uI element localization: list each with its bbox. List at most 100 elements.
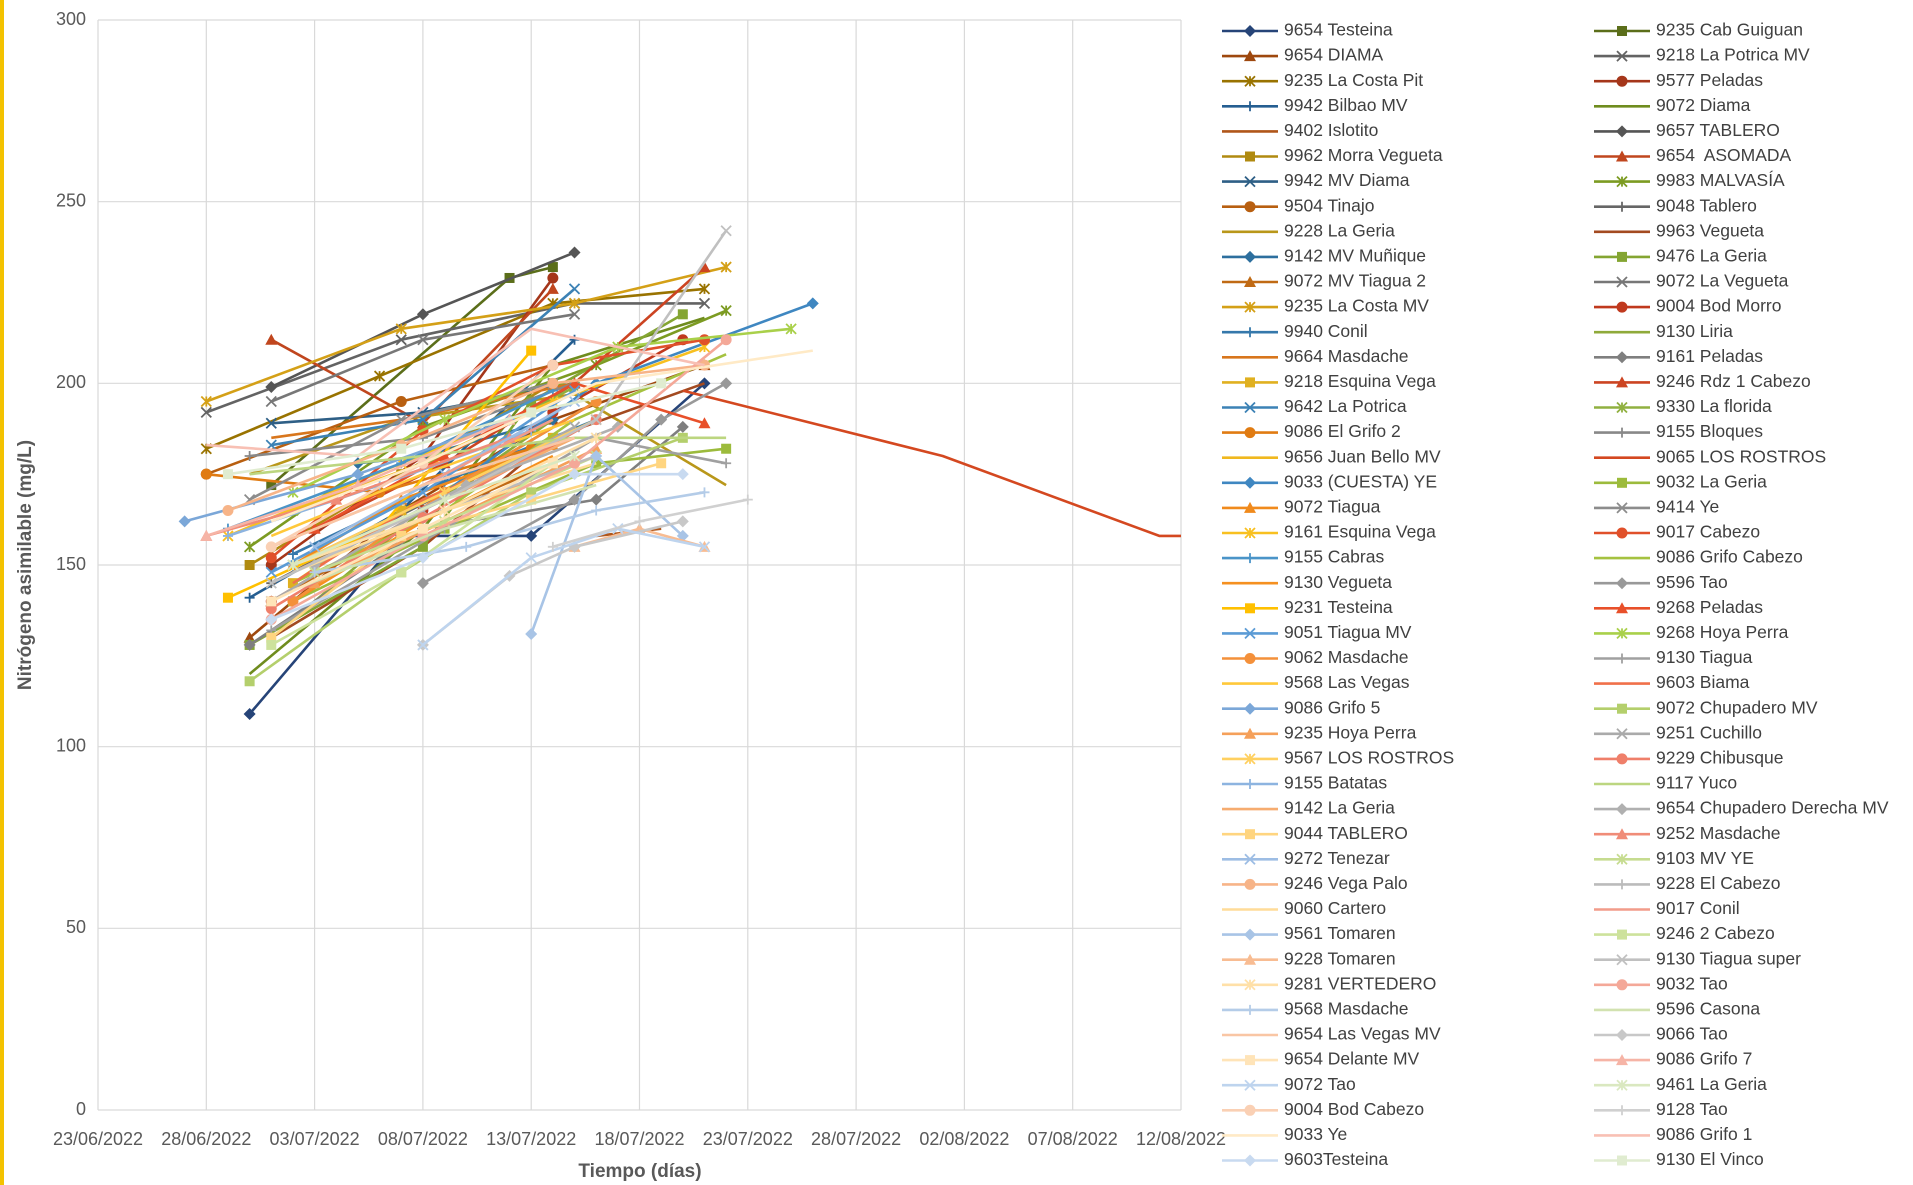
marker	[590, 414, 602, 426]
marker	[244, 676, 255, 687]
marker	[265, 395, 277, 408]
legend-label: 9272 Tenezar	[1284, 848, 1390, 868]
marker	[396, 567, 407, 578]
legend-label: 9231 Testeina	[1284, 597, 1393, 617]
marker	[720, 261, 732, 273]
series-line	[292, 483, 597, 592]
marker	[1616, 376, 1628, 388]
marker	[417, 639, 429, 651]
legend-label: 9654 DIAMA	[1284, 45, 1384, 65]
marker	[1245, 1055, 1255, 1066]
legend-label: 9983 MALVASÍA	[1656, 170, 1785, 190]
marker	[1616, 1029, 1628, 1041]
legend-label: 9017 Cabezo	[1656, 522, 1760, 542]
marker	[1245, 101, 1255, 112]
marker	[1616, 75, 1628, 87]
legend-label: 9664 Masdache	[1284, 346, 1409, 366]
marker	[547, 272, 559, 284]
y-tick-label: 0	[76, 1099, 86, 1119]
marker	[1617, 427, 1627, 438]
legend-label: 9561 Tomaren	[1284, 923, 1396, 943]
series-line	[206, 327, 705, 458]
legend-label: 9161 Peladas	[1656, 346, 1763, 366]
marker	[243, 638, 256, 651]
series-line	[270, 338, 705, 559]
marker	[243, 707, 256, 720]
marker	[699, 487, 710, 498]
marker	[1617, 929, 1627, 940]
series-line	[205, 287, 705, 450]
legend-label: 9142 MV Muñique	[1284, 246, 1426, 266]
x-tick-label: 23/06/2022	[53, 1129, 143, 1149]
legend-label: 9033 Ye	[1284, 1124, 1347, 1144]
marker	[1245, 151, 1255, 162]
marker	[1245, 829, 1255, 840]
legend-label: 9032 Tao	[1656, 973, 1728, 993]
marker	[243, 541, 256, 553]
marker	[1244, 401, 1256, 414]
marker	[1244, 1079, 1256, 1091]
marker	[1244, 201, 1256, 213]
marker	[1617, 477, 1627, 488]
legend-label: 9128 Tao	[1656, 1099, 1728, 1119]
x-axis-title: Tiempo (días)	[578, 1161, 701, 1182]
series-line	[270, 436, 575, 549]
marker	[1616, 1054, 1628, 1066]
marker	[721, 458, 732, 469]
marker	[1244, 301, 1256, 313]
series-line	[422, 527, 705, 646]
marker	[1616, 803, 1628, 816]
legend-label: 9252 Masdache	[1656, 823, 1781, 843]
marker	[590, 432, 602, 444]
marker	[568, 297, 581, 310]
marker	[1617, 201, 1627, 212]
legend-label: 9086 Grifo 5	[1284, 697, 1380, 717]
legend-label: 9130 Liria	[1656, 321, 1733, 341]
marker	[244, 560, 255, 570]
y-axis-title: Nitrógeno asimilable (mg/L)	[15, 440, 36, 690]
marker	[569, 457, 581, 469]
marker	[1245, 603, 1255, 614]
marker	[265, 417, 277, 429]
marker	[698, 334, 710, 346]
marker	[698, 261, 711, 273]
legend-label: 9246 2 Cabezo	[1656, 923, 1775, 943]
marker	[330, 493, 343, 505]
marker	[677, 309, 688, 320]
marker	[590, 450, 603, 462]
series-line	[270, 338, 727, 621]
legend-label: 9228 La Geria	[1284, 220, 1395, 240]
legend-label: 9086 Grifo 1	[1656, 1124, 1752, 1144]
marker	[1244, 175, 1256, 188]
legend-label: 9062 Masdache	[1284, 647, 1409, 667]
legend-label: 9130 Vegueta	[1284, 572, 1392, 592]
marker	[287, 559, 299, 571]
marker	[590, 493, 603, 506]
x-tick-label: 07/08/2022	[1028, 1129, 1118, 1149]
marker	[1616, 602, 1628, 614]
legend-label: 9654 ASOMADA	[1656, 145, 1792, 165]
legend-label: 9130 Tiagua super	[1656, 948, 1801, 968]
series-line	[270, 418, 575, 538]
marker	[308, 541, 321, 553]
marker	[546, 282, 559, 294]
marker	[698, 283, 711, 295]
marker	[634, 516, 645, 527]
legend-label: 9086 Grifo 7	[1656, 1049, 1752, 1069]
marker	[266, 632, 277, 643]
marker	[1616, 627, 1628, 640]
legend-label: 9330 La florida	[1656, 396, 1772, 416]
legend-label: 9072 Chupadero MV	[1656, 697, 1818, 717]
marker	[200, 468, 212, 480]
marker	[416, 551, 429, 564]
marker	[1244, 476, 1256, 489]
marker	[1245, 327, 1255, 338]
marker	[1244, 702, 1256, 715]
marker	[178, 515, 191, 528]
marker	[698, 297, 711, 310]
marker	[265, 380, 278, 393]
marker	[1616, 276, 1628, 288]
marker	[1617, 653, 1627, 664]
y-tick-label: 250	[56, 190, 86, 210]
marker	[1245, 553, 1255, 564]
